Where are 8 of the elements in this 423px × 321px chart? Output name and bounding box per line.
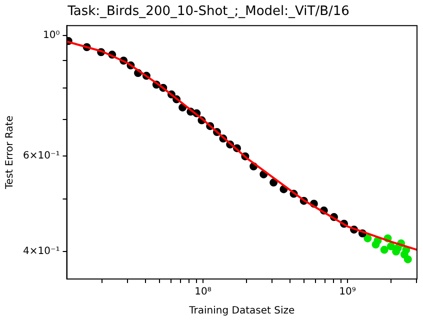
chart-title: Task:_Birds_200_10-Shot_;_Model:_ViT/B/16 xyxy=(66,4,350,20)
x-tick-label: 10⁸ xyxy=(194,286,212,298)
x-tick-label: 10⁹ xyxy=(339,286,356,298)
x-axis-title: Training Dataset Size xyxy=(188,306,295,317)
y-tick-label: 10⁰ xyxy=(43,30,60,42)
y-tick-label: 6×10⁻¹ xyxy=(22,150,60,162)
y-tick-label: 4×10⁻¹ xyxy=(22,246,60,258)
y-axis-title: Test Error Rate xyxy=(4,116,16,190)
